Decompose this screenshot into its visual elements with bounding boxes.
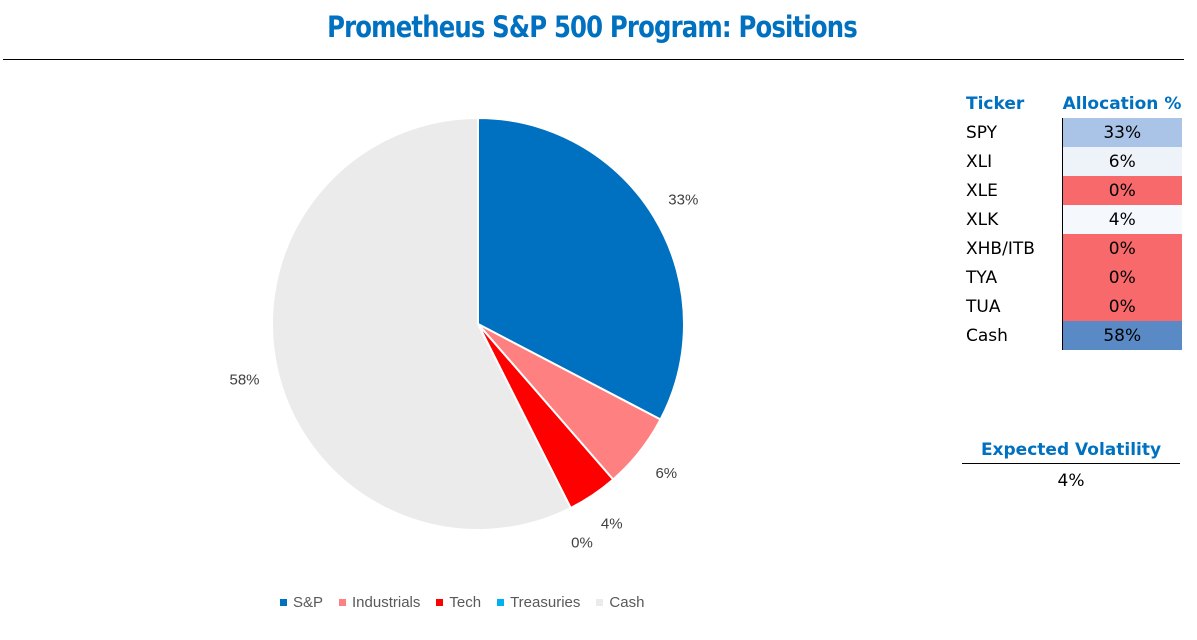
allocation-table: Ticker Allocation % SPY 33% XLI 6% XLE 0% XLK 4…	[962, 90, 1182, 350]
allocation-header: Allocation %	[1062, 94, 1182, 114]
page-title: Prometheus S&P 500 Program: Positions	[327, 10, 858, 44]
table-row: XHB/ITB 0%	[962, 234, 1182, 263]
legend-label: S&P	[293, 593, 324, 611]
ticker-cell: TUA	[966, 296, 1001, 317]
allocation-cell: 6%	[1061, 147, 1182, 176]
pie-slice-s-p	[477, 116, 685, 421]
allocation-cell: 58%	[1061, 321, 1182, 350]
allocation-cell: 33%	[1061, 118, 1182, 147]
allocation-cell: 4%	[1061, 205, 1182, 234]
legend-item-treasuries: Treasuries	[497, 594, 580, 611]
legend-item-cash: Cash	[596, 594, 644, 611]
table-row: TYA 0%	[962, 263, 1182, 292]
data-label-industrials: 6%	[655, 465, 677, 482]
ticker-cell: SPY	[966, 122, 998, 143]
legend-label: Tech	[449, 593, 482, 611]
data-label-s-p: 33%	[668, 192, 698, 209]
table-row: XLK 4%	[962, 205, 1182, 234]
ticker-cell: XLK	[966, 209, 999, 230]
legend-item-industrials: Industrials	[339, 594, 420, 611]
ticker-cell: TYA	[966, 267, 998, 288]
legend-label: Cash	[609, 593, 645, 611]
allocation-cell: 0%	[1061, 234, 1182, 263]
legend-item-tech: Tech	[436, 594, 481, 611]
legend-swatch	[280, 598, 287, 606]
pie-chart: 33% 6% 4% 0% 58%	[229, 116, 698, 551]
ticker-cell: XHB/ITB	[966, 238, 1035, 259]
table-row: TUA 0%	[962, 292, 1182, 321]
legend-swatch	[436, 598, 444, 606]
legend-swatch	[596, 598, 604, 606]
expected-volatility-value: 4%	[1057, 471, 1085, 491]
allocation-cell: 0%	[1061, 292, 1182, 321]
allocation-cell: 0%	[1061, 176, 1182, 205]
chart-legend: S&P Industrials Tech Treasuries Cash	[280, 592, 660, 612]
legend-label: Industrials	[352, 593, 421, 611]
ticker-header: Ticker	[966, 94, 1025, 114]
pie-slice-cash	[271, 116, 573, 531]
allocation-cell: 0%	[1061, 263, 1182, 292]
legend-swatch	[497, 598, 505, 606]
ticker-cell: XLE	[966, 180, 998, 201]
legend-item-s-p: S&P	[280, 594, 323, 611]
table-row: SPY 33%	[962, 118, 1182, 147]
legend-label: Treasuries	[510, 593, 581, 611]
table-row: XLI 6%	[962, 147, 1182, 176]
title-divider	[3, 59, 1184, 60]
ticker-cell: Cash	[966, 325, 1008, 346]
table-header-row: Ticker Allocation %	[962, 90, 1182, 118]
ticker-cell: XLI	[966, 151, 993, 172]
data-label-treasuries: 0%	[571, 534, 593, 551]
data-label-tech: 4%	[601, 515, 623, 532]
data-label-cash: 58%	[229, 371, 259, 388]
table-row: Cash 58%	[962, 321, 1182, 350]
expected-volatility-label: Expected Volatility	[962, 440, 1180, 464]
legend-swatch	[339, 598, 347, 606]
table-row: XLE 0%	[962, 176, 1182, 205]
